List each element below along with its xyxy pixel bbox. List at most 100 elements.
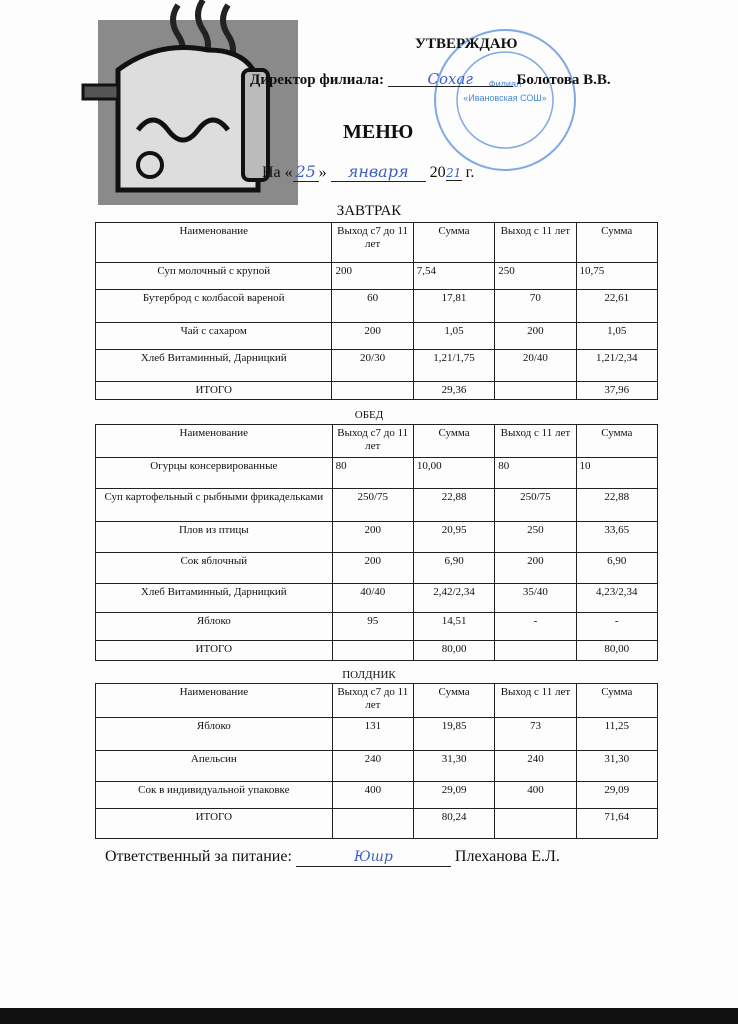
- dish-name: ИТОГО: [95, 808, 333, 839]
- dish-name: Хлеб Витаминный, Дарницкий: [94, 349, 333, 382]
- value-cell: 17,81: [412, 289, 496, 323]
- dish-name: ИТОГО: [94, 381, 333, 400]
- date-year-prefix: 20: [429, 164, 446, 181]
- date-prefix: На «: [262, 164, 293, 181]
- section-title-breakfast: ЗАВТРАК: [336, 203, 402, 219]
- value-cell: 37,96: [575, 381, 658, 400]
- value-cell: 200: [331, 322, 414, 350]
- menu-date: На «25» января 2021 г.: [262, 162, 474, 182]
- value-cell: 22,88: [575, 488, 659, 522]
- header-cell: Сумма: [575, 683, 659, 718]
- dish-name: Хлеб Витаминный, Дарницкий: [95, 583, 333, 613]
- value-cell: [494, 808, 577, 839]
- value-cell: 20/40: [494, 349, 577, 382]
- dish-name: Суп молочный с крупой: [94, 262, 333, 290]
- value-cell: 200: [494, 322, 577, 350]
- table-row: Суп картофельный с рыбными фрикадельками…: [95, 488, 659, 522]
- value-cell: [494, 640, 577, 661]
- value-cell: 29,09: [575, 781, 659, 809]
- table-row: Плов из птицы 200 20,95 250 33,65: [95, 521, 659, 553]
- value-cell: 19,85: [412, 717, 496, 751]
- value-cell: 10,00: [412, 457, 496, 489]
- dish-name: Яблоко: [95, 717, 333, 751]
- director-line: Директор филиала: Сохаг Болотова В.В.: [250, 70, 611, 89]
- director-name: Болотова В.В.: [516, 72, 611, 88]
- toaster-clipart: [81, 0, 298, 205]
- value-cell: 22,61: [575, 289, 658, 323]
- value-cell: [331, 381, 414, 400]
- value-cell: 131: [331, 717, 414, 751]
- dish-name: Сок яблочный: [95, 552, 333, 584]
- value-cell: 40/40: [331, 583, 414, 613]
- value-cell: 20,95: [412, 521, 496, 553]
- approval-title: УТВЕРЖДАЮ: [415, 36, 518, 52]
- official-stamp: Филиал «Ивановская СОШ»: [434, 29, 576, 171]
- value-cell: 29,09: [412, 781, 496, 809]
- value-cell: -: [494, 612, 577, 641]
- value-cell: 7,54: [412, 262, 496, 290]
- value-cell: 240: [331, 750, 414, 782]
- table-total-row: ИТОГО 80,24 71,64: [95, 808, 659, 839]
- value-cell: 11,25: [575, 717, 659, 751]
- value-cell: 1,05: [412, 322, 496, 350]
- value-cell: 10: [575, 457, 659, 489]
- responsible-line: Ответственный за питание: Юшр Плеханова …: [105, 848, 560, 867]
- value-cell: 6,90: [575, 552, 659, 584]
- responsible-signature: Юшр: [295, 848, 451, 867]
- value-cell: 95: [331, 612, 414, 641]
- table-total-row: ИТОГО 80,00 80,00: [95, 640, 659, 661]
- snack-table: Наименование Выход с7 до 11 лет Сумма Выход…: [95, 683, 659, 839]
- date-mid: »: [318, 164, 327, 181]
- value-cell: 33,65: [575, 521, 659, 553]
- value-cell: 60: [331, 289, 414, 323]
- director-label: Директор филиала:: [250, 72, 384, 88]
- value-cell: 80,24: [412, 808, 496, 839]
- dish-name: Чай с сахаром: [94, 322, 333, 350]
- table-row: Яблоко 95 14,51- -: [95, 612, 659, 641]
- header-name: Наименование: [94, 222, 333, 263]
- header-cell: Сумма: [575, 222, 658, 263]
- table-row: Бутерброд с колбасой вареной 60 17,81 70 22,…: [94, 289, 658, 323]
- section-title-snack: ПОЛДНИК: [342, 669, 396, 681]
- value-cell: 4,23/2,34: [575, 583, 659, 613]
- lunch-table: Наименование Выход с7 до 11 лет Сумма Выход…: [95, 424, 659, 661]
- header-name: Наименование: [95, 683, 333, 718]
- header-cell: Выход с 11 лет: [494, 222, 577, 263]
- value-cell: 6,90: [412, 552, 496, 584]
- table-total-row: ИТОГО 29,36 37,96: [94, 381, 658, 400]
- value-cell: 250/75: [494, 488, 577, 522]
- menu-title: МЕНЮ: [343, 121, 414, 143]
- value-cell: 200: [331, 552, 414, 584]
- header-cell: Сумма: [412, 222, 496, 263]
- value-cell: 80,00: [412, 640, 496, 661]
- value-cell: [331, 640, 414, 661]
- table-row: Сок в индивидуальной упаковке 400 29,09 400…: [95, 781, 659, 809]
- value-cell: 70: [494, 289, 577, 323]
- table-row: Апельсин 240 31,30 240 31,30: [95, 750, 659, 782]
- value-cell: 80: [331, 457, 414, 489]
- value-cell: 14,51: [412, 612, 496, 641]
- responsible-label: Ответственный за питание:: [105, 848, 292, 865]
- value-cell: 1,21/2,34: [575, 349, 658, 382]
- value-cell: 400: [331, 781, 414, 809]
- value-cell: 250/75: [331, 488, 414, 522]
- value-cell: 80,00: [575, 640, 659, 661]
- dish-name: Огурцы консервированные: [95, 457, 333, 489]
- table-row: Сок яблочный 200 6,90 200 6,90: [95, 552, 659, 584]
- value-cell: 35/40: [494, 583, 577, 613]
- value-cell: -: [575, 612, 659, 641]
- responsible-name: Плеханова Е.Л.: [454, 848, 560, 865]
- value-cell: 80: [494, 457, 577, 489]
- section-title-lunch: ОБЕД: [354, 409, 384, 421]
- date-month: января: [330, 162, 426, 182]
- value-cell: 240: [494, 750, 577, 782]
- value-cell: 2,42/2,34: [412, 583, 496, 613]
- value-cell: 29,36: [412, 381, 496, 400]
- header-cell: Выход с 11 лет: [494, 424, 577, 458]
- value-cell: 1,05: [575, 322, 658, 350]
- dish-name: ИТОГО: [95, 640, 333, 661]
- dish-name: Яблоко: [95, 612, 333, 641]
- value-cell: 400: [494, 781, 577, 809]
- date-suffix: г.: [465, 164, 475, 181]
- header-cell: Сумма: [412, 424, 496, 458]
